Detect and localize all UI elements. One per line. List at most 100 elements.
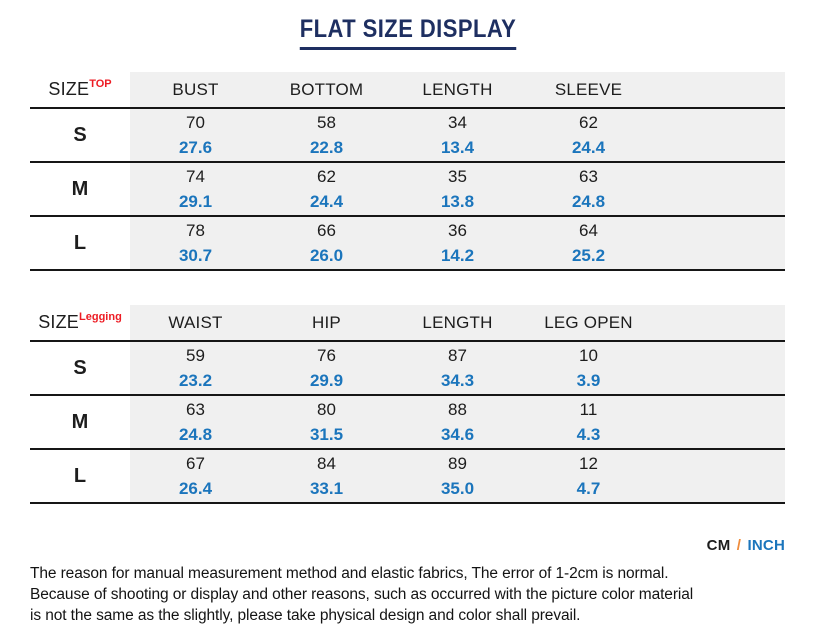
inch-value: 29.1: [178, 192, 213, 211]
empty-header-cell: [654, 305, 785, 340]
inch-value: 34.6: [440, 425, 475, 444]
inch-value: 13.8: [440, 192, 475, 211]
disclaimer-text: The reason for manual measurement method…: [30, 563, 786, 626]
size-row-label: S: [73, 356, 87, 379]
measurement-cell: 35 13.8: [392, 163, 523, 215]
inch-value: 24.4: [571, 138, 606, 157]
unit-legend: CM / INCH: [30, 537, 785, 554]
flat-size-display-page: FLAT SIZE DISPLAY SIZETOP BUST BOTTOM LE…: [0, 0, 816, 626]
row-values: 70 27.6 58 22.8 34 13.4 62 24.4: [130, 109, 785, 161]
row-values: 59 23.2 76 29.9 87 34.3 10 3.9: [130, 342, 785, 394]
table-row-top-m: M 74 29.1 62 24.4 35 13.8 63 24.8: [30, 163, 785, 217]
measurement-cell: 78 30.7: [130, 217, 261, 269]
column-header-waist: WAIST: [168, 312, 223, 332]
size-row-cell: L: [30, 217, 130, 269]
empty-cell: [654, 450, 785, 502]
column-header-leg-open: LEG OPEN: [544, 312, 633, 332]
column-header-hip: HIP: [312, 312, 341, 332]
size-column-label: SIZELegging: [38, 311, 122, 333]
cm-value: 34: [448, 113, 467, 132]
empty-cell: [654, 163, 785, 215]
inch-value: 24.4: [309, 192, 344, 211]
measurement-cell: 88 34.6: [392, 396, 523, 448]
inch-value: 14.2: [440, 246, 475, 265]
empty-cell: [654, 217, 785, 269]
measurement-cell: 80 31.5: [261, 396, 392, 448]
legging-size-table: SIZELegging WAIST HIP LENGTH LEG OPEN S …: [30, 305, 785, 504]
size-row-cell: S: [30, 109, 130, 161]
measurement-cell: 36 14.2: [392, 217, 523, 269]
empty-cell: [654, 396, 785, 448]
size-row-cell: M: [30, 163, 130, 215]
inch-value: 31.5: [309, 425, 344, 444]
cm-value: 62: [317, 167, 336, 186]
top-size-table: SIZETOP BUST BOTTOM LENGTH SLEEVE S 70 2…: [30, 72, 785, 271]
inch-value: 4.7: [576, 479, 601, 498]
legging-category-tag: Legging: [79, 311, 122, 323]
cm-value: 76: [317, 346, 336, 365]
top-category-tag: TOP: [89, 78, 112, 90]
size-row-label: L: [73, 231, 87, 254]
measurement-cell: 10 3.9: [523, 342, 654, 394]
title-section: FLAT SIZE DISPLAY: [0, 0, 816, 72]
size-header-cell: SIZETOP: [30, 72, 130, 107]
inch-value: 23.2: [178, 371, 213, 390]
cm-value: 78: [186, 221, 205, 240]
size-row-cell: L: [30, 450, 130, 502]
cm-value: 10: [579, 346, 598, 365]
cm-value: 89: [448, 454, 467, 473]
cm-value: 88: [448, 400, 467, 419]
measurement-cell: 87 34.3: [392, 342, 523, 394]
legging-header-columns: WAIST HIP LENGTH LEG OPEN: [130, 305, 785, 340]
table-row-legging-l: L 67 26.4 84 33.1 89 35.0 12 4.7: [30, 450, 785, 504]
measurement-cell: 34 13.4: [392, 109, 523, 161]
column-header-length: LENGTH: [422, 312, 493, 332]
measurement-cell: 74 29.1: [130, 163, 261, 215]
measurement-cell: 89 35.0: [392, 450, 523, 502]
empty-cell: [654, 109, 785, 161]
inch-unit-label: INCH: [747, 537, 785, 554]
measurement-cell: 67 26.4: [130, 450, 261, 502]
measurement-cell: 76 29.9: [261, 342, 392, 394]
disclaimer-line-2: Because of shooting or display and other…: [30, 586, 694, 603]
disclaimer-line-1: The reason for manual measurement method…: [30, 565, 669, 582]
measurement-cell: 84 33.1: [261, 450, 392, 502]
inch-value: 26.0: [309, 246, 344, 265]
size-row-cell: S: [30, 342, 130, 394]
inch-value: 4.3: [576, 425, 601, 444]
measurement-cell: 66 26.0: [261, 217, 392, 269]
measurement-cell: 59 23.2: [130, 342, 261, 394]
inch-value: 22.8: [309, 138, 344, 157]
page-title: FLAT SIZE DISPLAY: [299, 15, 517, 50]
cm-value: 64: [579, 221, 598, 240]
table-row-legging-m: M 63 24.8 80 31.5 88 34.6 11 4.3: [30, 396, 785, 450]
measurement-cell: 64 25.2: [523, 217, 654, 269]
legging-table-header-row: SIZELegging WAIST HIP LENGTH LEG OPEN: [30, 305, 785, 342]
measurement-cell: 63 24.8: [523, 163, 654, 215]
cm-value: 67: [186, 454, 205, 473]
inch-value: 13.4: [440, 138, 475, 157]
unit-separator: /: [736, 537, 742, 554]
table-row-top-l: L 78 30.7 66 26.0 36 14.2 64 25.2: [30, 217, 785, 271]
measurement-cell: 12 4.7: [523, 450, 654, 502]
cm-value: 36: [448, 221, 467, 240]
column-header-bottom: BOTTOM: [289, 79, 364, 99]
size-label-text: SIZE: [48, 79, 90, 99]
inch-value: 27.6: [178, 138, 213, 157]
measurement-cell: 62 24.4: [261, 163, 392, 215]
inch-value: 24.8: [571, 192, 606, 211]
inch-value: 35.0: [440, 479, 475, 498]
row-values: 63 24.8 80 31.5 88 34.6 11 4.3: [130, 396, 785, 448]
cm-value: 59: [186, 346, 205, 365]
cm-value: 66: [317, 221, 336, 240]
table-gap: [0, 271, 816, 305]
size-column-label: SIZETOP: [48, 78, 112, 100]
measurement-cell: 11 4.3: [523, 396, 654, 448]
column-header-sleeve: SLEEVE: [554, 79, 623, 99]
cm-unit-label: CM: [706, 537, 731, 554]
size-row-cell: M: [30, 396, 130, 448]
cm-value: 70: [186, 113, 205, 132]
measurement-cell: 62 24.4: [523, 109, 654, 161]
measurement-cell: 63 24.8: [130, 396, 261, 448]
empty-header-cell: [654, 72, 785, 107]
